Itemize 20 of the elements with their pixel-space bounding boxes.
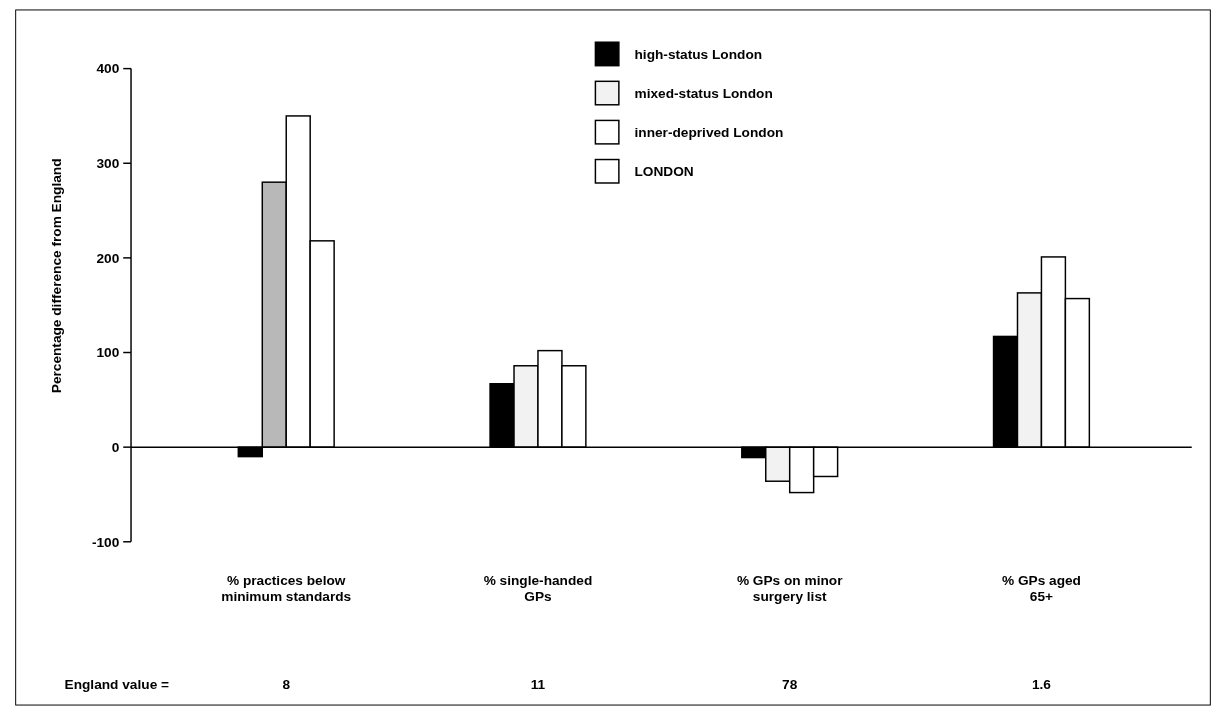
x-tick-label: % GPs on minor surgery list — [736, 572, 844, 605]
text: 1.6 — [1031, 677, 1052, 693]
text: 8 — [282, 677, 291, 693]
y-tick-label: 200 — [96, 250, 120, 266]
y-tick-label: 0 — [111, 439, 120, 455]
legend-label: inner-deprived London — [634, 125, 784, 141]
y-tick-label: -100 — [91, 534, 120, 550]
y-tick-label: 100 — [96, 345, 120, 361]
text: 11 — [530, 677, 546, 693]
y-tick-label: 300 — [96, 156, 120, 172]
text: England value = — [64, 677, 170, 693]
text: 78 — [782, 677, 798, 693]
legend-label: high-status London — [634, 46, 763, 62]
x-tick-label: % GPs aged 65+ — [1001, 572, 1081, 605]
x-tick-label: % single-handed GPs — [483, 572, 593, 605]
x-tick-label: % practices below minimum standards — [221, 572, 352, 605]
y-tick-label: 400 — [96, 61, 120, 77]
legend-label: LONDON — [634, 164, 694, 180]
y-axis-title: Percentage difference from England — [48, 158, 64, 394]
legend-label: mixed-status London — [634, 85, 773, 101]
